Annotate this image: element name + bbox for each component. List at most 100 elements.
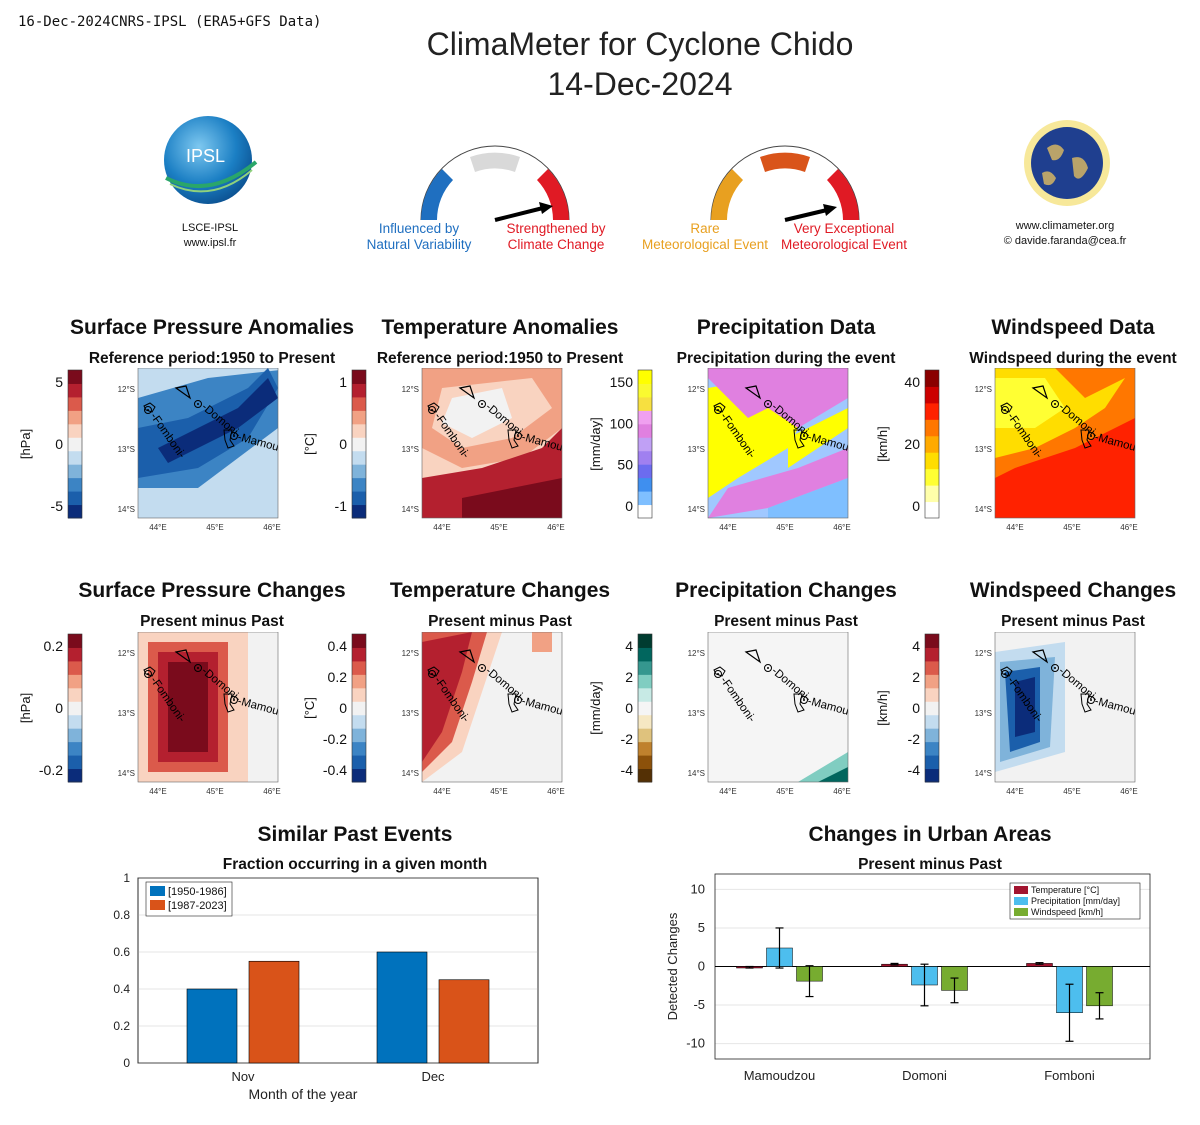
map-field: -Fomboni- -Domoni--Mamoudzou- [708, 632, 848, 782]
lat-tick-label: 14°S [975, 505, 992, 514]
colorbar-swatch [925, 755, 939, 770]
city-marker [428, 406, 436, 414]
island-outline [507, 693, 519, 713]
y-tick-label: 0 [698, 959, 705, 974]
gauge2-orange-segment [711, 169, 743, 220]
colorbar-swatch [68, 370, 82, 384]
city-marker [1087, 432, 1095, 440]
y-axis-label: Detected Changes [665, 912, 680, 1020]
map-field: -Fomboni- -Domoni--Mamoudzou- [422, 632, 562, 782]
urban-changes-chart: 10 5 0 -5 -10 Mamoudzou Domoni Fomboni Detected … [665, 873, 1151, 1083]
colorbar-swatch [925, 768, 939, 783]
colorbar-swatch [68, 660, 82, 675]
lon-tick-label: 46°E [547, 787, 564, 796]
colorbar-swatch [925, 419, 939, 437]
y-tick-label: 1 [123, 871, 130, 885]
colorbar-swatch [638, 504, 652, 519]
lat-tick-label: 12°S [975, 385, 992, 394]
y-tick-label: -5 [693, 997, 705, 1012]
colorbar-swatch [68, 674, 82, 689]
city-marker [1051, 664, 1059, 672]
lon-tick-label: 45°E [490, 787, 507, 796]
colorbar-unit-label: [hPa] [18, 693, 33, 723]
map-panel: 4 2 0 -2 -4 [km/h] -Fomboni- -Domoni--Mamoudzou… [875, 632, 1138, 796]
map-frame [137, 368, 279, 519]
map-contour [708, 448, 848, 518]
colorbar-tick-label: 0.2 [44, 638, 64, 654]
colorbar-tick-label: 2 [625, 669, 633, 685]
colorbar-swatch [925, 485, 939, 503]
city-marker-dot [767, 403, 769, 405]
map-contour [532, 632, 552, 652]
lon-tick-label: 46°E [1120, 523, 1137, 532]
x-tick-label: Nov [231, 1069, 255, 1084]
city-marker-dot [233, 435, 235, 437]
gauge2-left-label-1: Rare [690, 221, 720, 236]
lon-tick-label: 46°E [263, 523, 280, 532]
city-marker [514, 432, 522, 440]
city-marker [514, 696, 522, 704]
ipsl-caption-1: LSCE-IPSL [181, 222, 239, 234]
lat-tick-label: 12°S [975, 649, 992, 658]
colorbar-swatch [925, 634, 939, 648]
climameter-logo [1022, 118, 1112, 208]
similar-events-title: Similar Past Events [257, 823, 453, 846]
lat-tick-label: 13°S [975, 445, 992, 454]
map-contour [168, 662, 208, 752]
colorbar-swatch [638, 741, 652, 756]
legend-swatch [1014, 886, 1028, 894]
city-marker [800, 696, 808, 704]
colorbar-swatch [68, 755, 82, 770]
lat-tick-label: 13°S [688, 445, 705, 454]
gauge2-right-label-1: Very Exceptional [793, 221, 895, 236]
map-field: -Fomboni- -Domoni--Mamoudzou- [138, 368, 278, 518]
colorbar-swatch [68, 423, 82, 438]
city-marker-dot [147, 409, 149, 411]
lon-tick-label: 44°E [433, 523, 450, 532]
lat-tick-label: 13°S [118, 445, 135, 454]
island-outline [1080, 429, 1092, 449]
globe-icon [1024, 120, 1110, 206]
colorbar-swatch [638, 396, 652, 411]
colorbar-tick-label: 150 [610, 374, 634, 390]
island-outline [1080, 693, 1092, 713]
ipsl-caption-2: www.ipsl.fr [183, 237, 237, 249]
colorbar-swatch [68, 383, 82, 398]
colorbar-frame [351, 633, 367, 783]
urban-changes-subtitle: Present minus Past [858, 856, 1002, 873]
map-panel: 1 0 -1 [°C] -Fomboni- -Domoni--Mamoudzou-12°S… [302, 368, 565, 532]
plot-frame [137, 877, 539, 1064]
city-marker-dot [717, 409, 719, 411]
colorbar-tick-label: -2 [908, 731, 921, 747]
lat-tick-label: 13°S [688, 709, 705, 718]
y-tick-label: 0.4 [113, 982, 130, 996]
city-marker-dot [517, 699, 519, 701]
city-marker-dot [1054, 403, 1056, 405]
lon-tick-label: 44°E [719, 787, 736, 796]
colorbar-swatch [352, 728, 366, 743]
island-outline [174, 649, 192, 664]
colorbar-swatch [638, 701, 652, 716]
colorbar-swatch [352, 383, 366, 398]
colorbar-tick-label: 50 [617, 457, 633, 473]
island-outline [427, 666, 440, 677]
colorbar-tick-label: -0.4 [323, 762, 347, 778]
map-field: -Fomboni- -Domoni--Mamoudzou- [995, 632, 1135, 782]
colorbar-swatch [352, 768, 366, 783]
map-contour [462, 478, 562, 518]
city-marker [428, 670, 436, 678]
gauge2-red-segment [827, 169, 859, 220]
colorbar-swatch [638, 423, 652, 438]
colorbar-tick-label: 0 [339, 436, 347, 452]
gauge2-left-label-2: Meteorological Event [641, 237, 769, 252]
legend-label: [1950-1986] [168, 886, 227, 898]
lon-tick-label: 45°E [1063, 787, 1080, 796]
lon-tick-label: 45°E [490, 523, 507, 532]
gauge2-needle [823, 204, 837, 216]
city-marker-dot [197, 667, 199, 669]
island-outline [143, 666, 156, 677]
colorbar-swatch [638, 464, 652, 479]
city-marker [714, 406, 722, 414]
lon-tick-label: 45°E [206, 787, 223, 796]
lat-tick-label: 13°S [402, 709, 419, 718]
